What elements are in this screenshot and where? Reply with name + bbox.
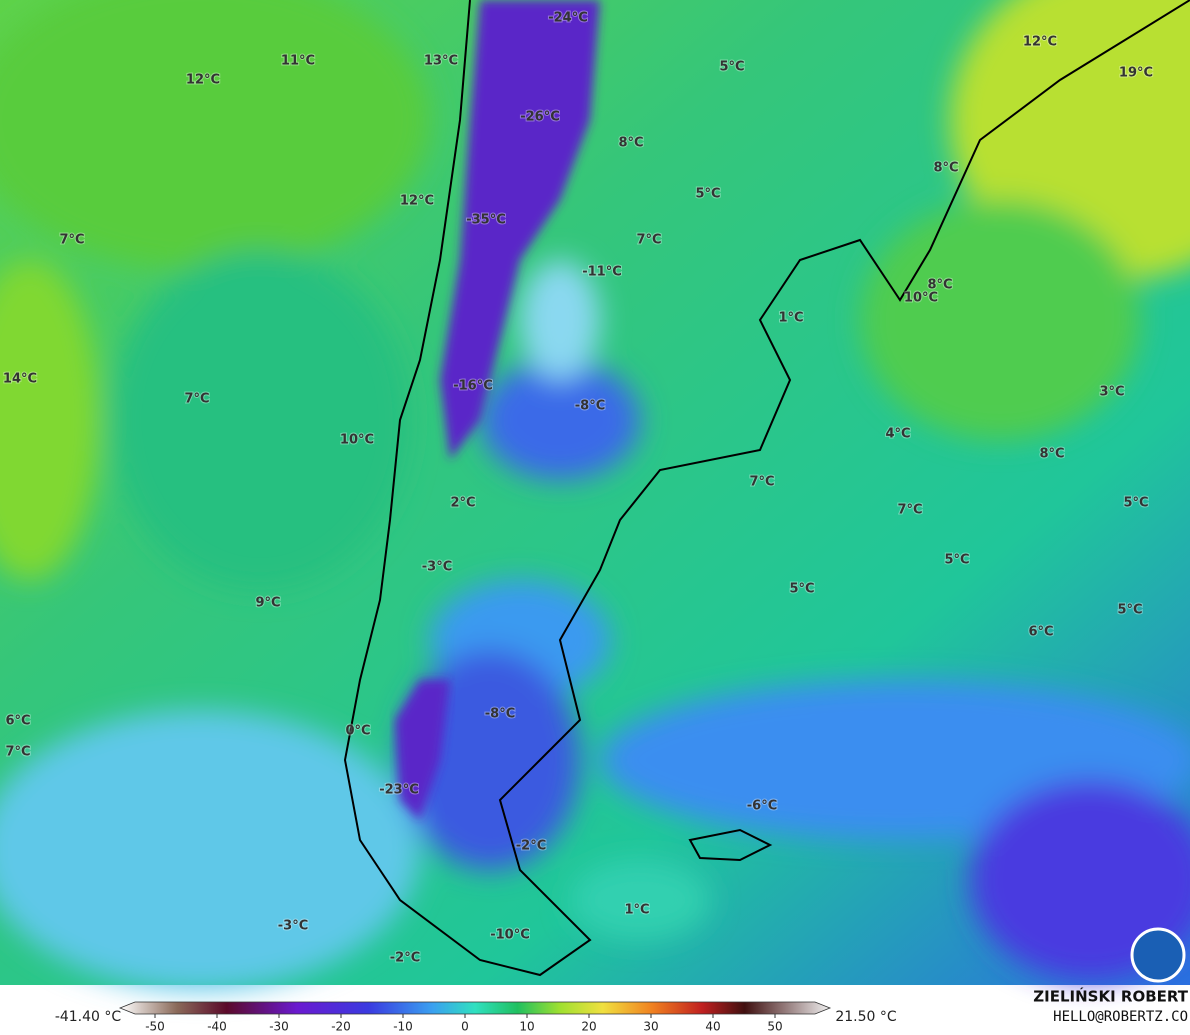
colorbar-tick-label: -10	[393, 1020, 413, 1034]
temperature-label: 7°C	[59, 233, 84, 248]
temperature-labels: -24°C 13°C 11°C 12°C 5°C 12°C 19°C -26°C 8°C 12°C…	[2, 10, 1154, 967]
temperature-label: -3°C	[422, 560, 452, 575]
temperature-label: 3°C	[1099, 385, 1124, 400]
temperature-label: 13°C	[424, 54, 458, 69]
temperature-label: 19°C	[1119, 66, 1153, 81]
colorbar: -41.40 °C 21.50 °C -50 -40 -30 -20 -10 0 10 20 3…	[55, 1001, 897, 1034]
colorbar-tick-label: 0	[461, 1020, 469, 1034]
falklands	[688, 828, 773, 862]
temperature-label: 10°C	[340, 433, 374, 448]
temperature-label: 9°C	[255, 596, 280, 611]
colorbar-tick-label: 50	[767, 1020, 782, 1034]
colorbar-tick-label: 20	[581, 1020, 596, 1034]
temperature-label: 1°C	[624, 903, 649, 918]
credit-email: HELLO@ROBERTZ.CO	[1053, 1009, 1188, 1025]
temperature-label: 8°C	[927, 278, 952, 293]
colorbar-tick-label: 30	[643, 1020, 658, 1034]
temperature-label: 7°C	[749, 475, 774, 490]
colorbar-tick-label: 10	[519, 1020, 534, 1034]
temperature-label: 1°C	[778, 311, 803, 326]
temperature-label: -8°C	[485, 707, 515, 722]
temperature-label: 4°C	[885, 427, 910, 442]
temperature-label: -6°C	[747, 799, 777, 814]
temperature-label: 12°C	[400, 194, 434, 209]
temperature-label: 12°C	[1023, 35, 1057, 50]
temperature-label: -16°C	[453, 379, 493, 394]
andes-cold	[440, 0, 600, 460]
map-area: -24°C 13°C 11°C 12°C 5°C 12°C 19°C -26°C 8°C 12°C…	[0, 0, 1190, 990]
colorbar-tick-label: -40	[207, 1020, 227, 1034]
temperature-label: 7°C	[184, 392, 209, 407]
temperature-label: 12°C	[186, 73, 220, 88]
temperature-label: 14°C	[3, 372, 37, 387]
temperature-label: 0°C	[345, 724, 370, 739]
colorbar-max: 21.50 °C	[835, 1009, 897, 1025]
coastline	[343, 0, 1190, 977]
temperature-label: -2°C	[390, 951, 420, 966]
temperature-label: -8°C	[575, 399, 605, 414]
temperature-label: -26°C	[520, 110, 560, 125]
colorbar-tick-label: -50	[145, 1020, 165, 1034]
temperature-label: 6°C	[1028, 625, 1053, 640]
temperature-label: -10°C	[490, 928, 530, 943]
temperature-label: 8°C	[1039, 447, 1064, 462]
colorbar-min: -41.40 °C	[55, 1009, 122, 1025]
temperature-label: -35°C	[466, 213, 506, 228]
temperature-label: -11°C	[582, 265, 622, 280]
colorbar-tick-label: 40	[705, 1020, 720, 1034]
colorbar-scale	[118, 1001, 832, 1015]
temperature-label: -23°C	[379, 783, 419, 798]
credit-name: ZIELIŃSKI ROBERT	[1033, 987, 1188, 1006]
temperature-label: 8°C	[618, 136, 643, 151]
noaa-logo	[1130, 927, 1186, 983]
colorbar-tick-label: -30	[269, 1020, 289, 1034]
temperature-label: 8°C	[933, 161, 958, 176]
colorbar-tick-label: -20	[331, 1020, 351, 1034]
temperature-label: -2°C	[516, 839, 546, 854]
south-andes-cold	[395, 680, 450, 820]
temperature-label: 6°C	[5, 714, 30, 729]
temperature-label: 5°C	[944, 553, 969, 568]
temperature-label: 5°C	[1123, 496, 1148, 511]
temperature-label: 10°C	[904, 291, 938, 306]
temperature-label: -24°C	[548, 11, 588, 26]
temperature-fields	[0, 0, 1190, 990]
temperature-label: 5°C	[695, 187, 720, 202]
temperature-label: 5°C	[1117, 603, 1142, 618]
temperature-label: 2°C	[450, 496, 475, 511]
temperature-label: 5°C	[789, 582, 814, 597]
temperature-label: 7°C	[5, 745, 30, 760]
colorbar-ticks: -50 -40 -30 -20 -10 0 10 20 30 40 50	[145, 1014, 783, 1034]
temperature-label: 5°C	[719, 60, 744, 75]
temperature-label: 7°C	[636, 233, 661, 248]
temperature-label: -3°C	[278, 919, 308, 934]
temperature-label: 11°C	[281, 54, 315, 69]
temperature-label: 7°C	[897, 503, 922, 518]
